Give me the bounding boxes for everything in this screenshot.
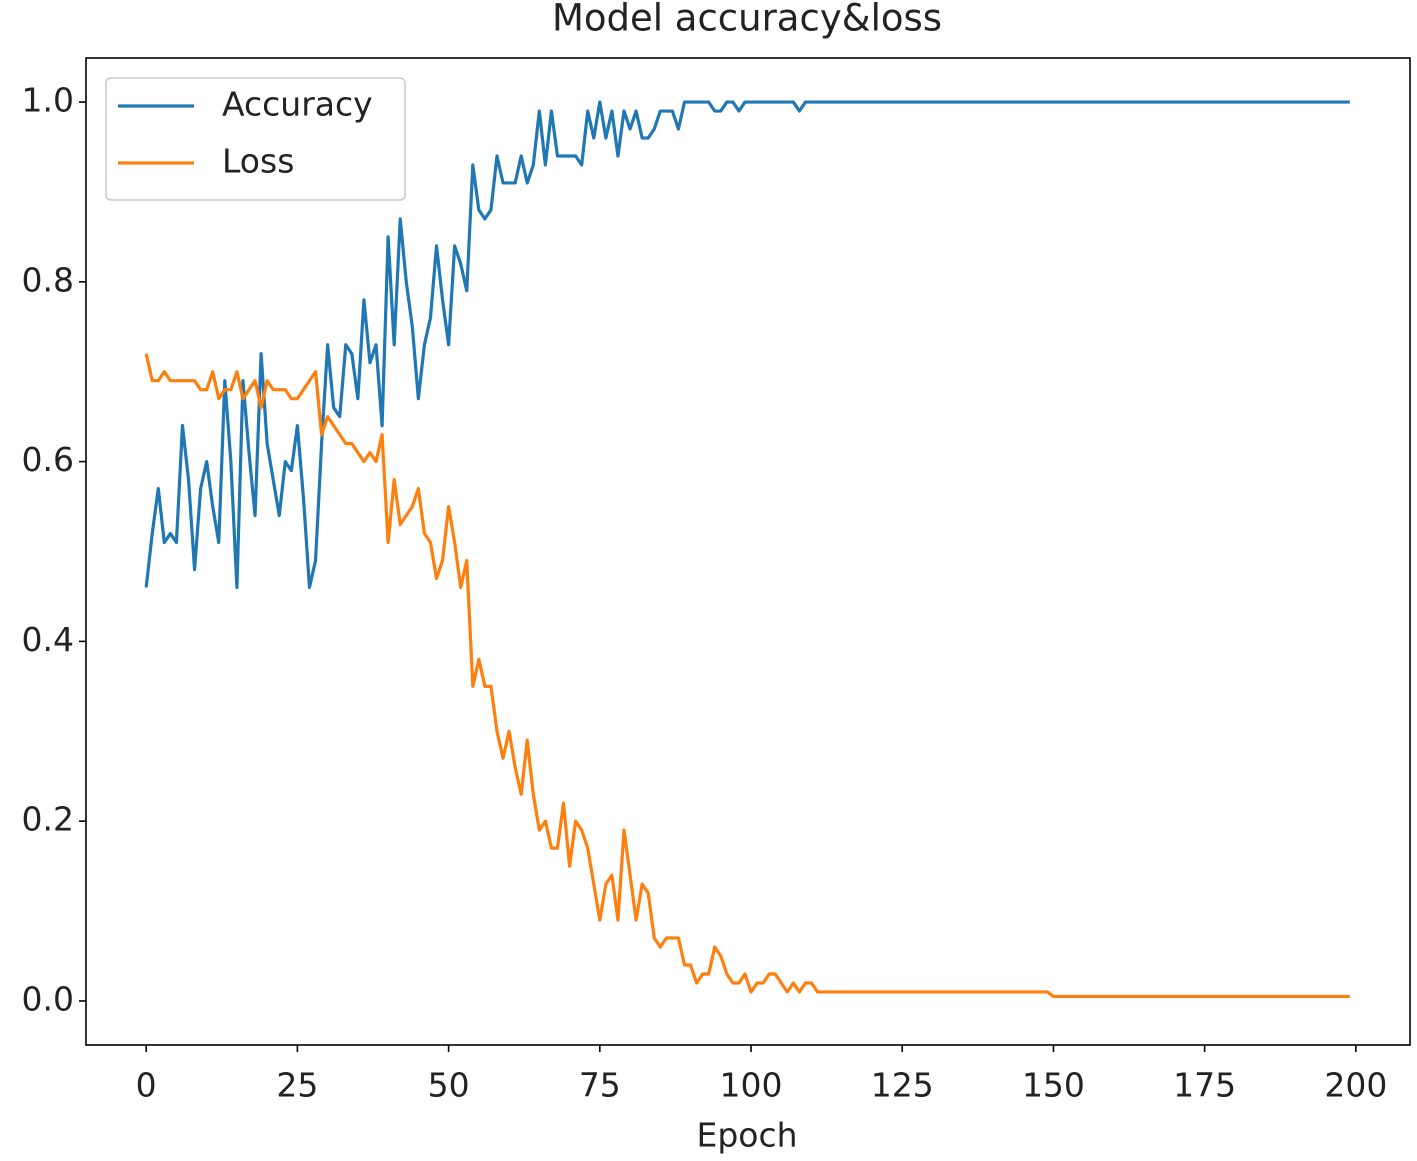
x-tick-label: 25 [276, 1066, 318, 1105]
line-series [144, 100, 1350, 590]
y-tick-label: 1.0 [22, 81, 74, 120]
x-tick-label: 50 [428, 1066, 470, 1105]
legend-label: Accuracy [222, 85, 373, 124]
chart-title: Model accuracy&loss [552, 0, 942, 40]
y-tick-label: 0.6 [22, 440, 74, 479]
line-series [144, 353, 1350, 999]
x-axis-label: Epoch [696, 1116, 797, 1155]
y-tick-label: 0.8 [22, 260, 74, 299]
y-tick-label: 0.4 [22, 620, 74, 659]
y-tick-label: 0.0 [22, 979, 74, 1018]
plot-frame [85, 57, 1411, 1046]
x-tick-label: 125 [871, 1066, 934, 1105]
y-tick-label: 0.2 [22, 800, 74, 839]
x-tick-label: 200 [1324, 1066, 1387, 1105]
x-tick-label: 175 [1173, 1066, 1236, 1105]
x-tick-label: 150 [1022, 1066, 1085, 1105]
legend-label: Loss [222, 142, 294, 181]
x-tick-label: 100 [720, 1066, 783, 1105]
x-tick-label: 0 [136, 1066, 157, 1105]
legend-box [105, 77, 406, 201]
x-tick-label: 75 [579, 1066, 621, 1105]
